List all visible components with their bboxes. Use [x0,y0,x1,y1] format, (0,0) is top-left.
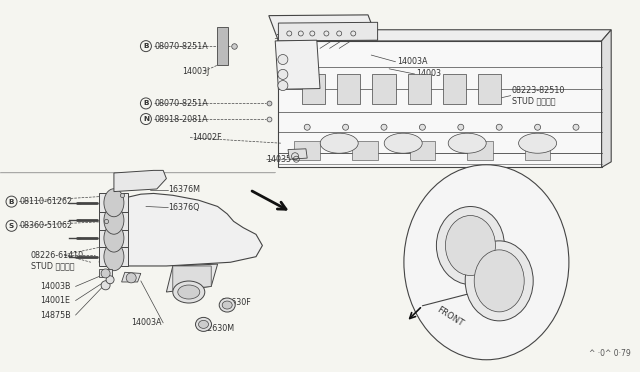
Text: 08226-61410: 08226-61410 [31,251,84,260]
Polygon shape [337,74,360,104]
Polygon shape [443,74,466,104]
Polygon shape [122,272,141,282]
Ellipse shape [222,301,232,309]
Polygon shape [269,15,378,41]
Text: 08223-82510: 08223-82510 [512,86,565,95]
Ellipse shape [436,206,504,285]
Text: 16376Q: 16376Q [168,203,200,212]
Ellipse shape [198,320,209,328]
Ellipse shape [474,250,524,312]
Circle shape [381,124,387,130]
Polygon shape [99,193,128,212]
Circle shape [278,70,288,79]
Text: ^ ·0^ 0·79: ^ ·0^ 0·79 [589,349,630,358]
FancyBboxPatch shape [216,27,228,65]
Text: 16376M: 16376M [168,185,200,194]
Polygon shape [278,22,378,41]
Text: 14002F: 14002F [192,133,221,142]
Text: N: N [143,116,149,122]
Circle shape [342,124,349,130]
Text: STUD スタッド: STUD スタッド [512,96,556,105]
Polygon shape [99,269,112,277]
Ellipse shape [465,241,533,321]
Polygon shape [278,41,602,167]
Polygon shape [525,141,550,160]
Text: 08918-2081A: 08918-2081A [155,115,209,124]
Polygon shape [99,193,262,266]
Polygon shape [372,74,396,104]
Circle shape [573,124,579,130]
Text: 14035: 14035 [266,155,291,164]
Circle shape [458,124,464,130]
Polygon shape [114,170,166,192]
Polygon shape [602,30,611,167]
Polygon shape [99,247,128,266]
Text: B: B [143,43,148,49]
Text: FRONT: FRONT [435,305,465,328]
Ellipse shape [404,165,569,360]
Text: 14003A: 14003A [397,57,428,66]
Circle shape [419,124,426,130]
Polygon shape [302,74,325,104]
Ellipse shape [104,243,124,271]
Text: 22630F: 22630F [221,298,251,307]
Polygon shape [408,74,431,104]
Ellipse shape [173,281,205,303]
Text: STUD スタッド: STUD スタッド [31,261,74,270]
Polygon shape [99,229,128,247]
Ellipse shape [219,298,236,312]
Polygon shape [278,30,611,41]
Text: 08070-8251A: 08070-8251A [155,42,209,51]
Polygon shape [173,266,211,290]
Ellipse shape [320,133,358,153]
Ellipse shape [178,285,200,299]
Ellipse shape [445,215,495,276]
Polygon shape [352,141,378,160]
Text: S: S [9,223,14,229]
Ellipse shape [448,133,486,153]
Text: 14875B: 14875B [40,311,70,320]
Text: 14003B: 14003B [40,282,70,291]
Circle shape [101,281,110,290]
Ellipse shape [196,317,211,331]
Polygon shape [166,264,218,292]
Polygon shape [410,141,435,160]
Text: 14001E: 14001E [40,296,70,305]
Polygon shape [478,74,501,104]
Ellipse shape [104,189,124,217]
Ellipse shape [518,133,557,153]
Text: 14002F: 14002F [275,34,305,43]
Ellipse shape [384,133,422,153]
Circle shape [304,124,310,130]
Circle shape [101,269,110,278]
Circle shape [126,273,136,283]
Text: 14003A: 14003A [131,318,162,327]
Text: 08070-8251A: 08070-8251A [155,99,209,108]
Text: 14003: 14003 [416,69,441,78]
Circle shape [106,276,114,284]
Circle shape [278,55,288,64]
Circle shape [278,81,288,90]
Polygon shape [288,149,307,159]
Polygon shape [99,211,128,230]
Polygon shape [275,40,320,89]
Ellipse shape [104,206,124,234]
Text: 08110-61262: 08110-61262 [19,197,72,206]
Text: B: B [9,199,14,205]
Circle shape [496,124,502,130]
Text: B: B [143,100,148,106]
Ellipse shape [104,224,124,252]
Text: 14003J: 14003J [182,67,210,76]
Text: 22630M: 22630M [202,324,234,333]
Polygon shape [467,141,493,160]
Text: 08360-51062: 08360-51062 [19,221,72,230]
Polygon shape [294,141,320,160]
Circle shape [534,124,541,130]
